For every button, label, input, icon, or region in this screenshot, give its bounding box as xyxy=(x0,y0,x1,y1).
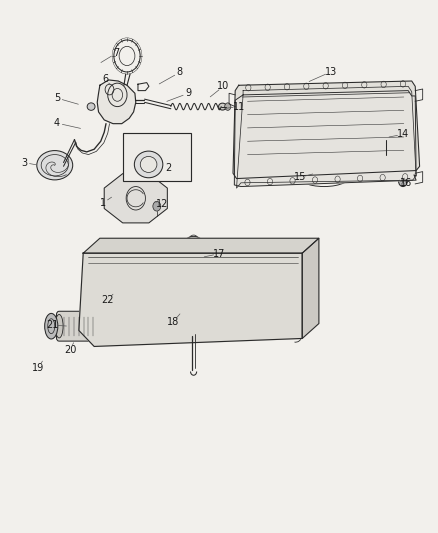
Ellipse shape xyxy=(140,157,157,173)
Circle shape xyxy=(382,134,391,145)
Text: 17: 17 xyxy=(213,249,225,259)
Text: 10: 10 xyxy=(217,82,230,91)
Circle shape xyxy=(153,201,161,211)
Text: 19: 19 xyxy=(32,363,45,373)
Circle shape xyxy=(225,103,231,110)
Text: 2: 2 xyxy=(166,163,172,173)
Ellipse shape xyxy=(45,313,58,339)
Circle shape xyxy=(110,286,125,305)
Text: 21: 21 xyxy=(46,320,59,330)
Text: 3: 3 xyxy=(21,158,27,167)
Ellipse shape xyxy=(55,314,63,338)
Text: 1: 1 xyxy=(100,198,106,208)
Text: 7: 7 xyxy=(113,49,119,58)
Ellipse shape xyxy=(219,103,226,110)
Circle shape xyxy=(104,280,131,312)
Text: 20: 20 xyxy=(64,345,76,354)
Text: 4: 4 xyxy=(54,118,60,128)
Polygon shape xyxy=(104,174,167,223)
Text: 8: 8 xyxy=(177,68,183,77)
Text: 5: 5 xyxy=(54,93,60,103)
Text: 22: 22 xyxy=(101,295,113,305)
Ellipse shape xyxy=(98,315,110,337)
Text: 18: 18 xyxy=(167,317,179,327)
Text: 15: 15 xyxy=(294,173,306,182)
Text: 11: 11 xyxy=(233,102,245,111)
Text: 9: 9 xyxy=(185,88,191,98)
Text: 14: 14 xyxy=(397,130,409,139)
Text: 13: 13 xyxy=(325,67,337,77)
Circle shape xyxy=(399,176,407,187)
Polygon shape xyxy=(97,80,136,124)
Polygon shape xyxy=(234,91,416,187)
Polygon shape xyxy=(83,238,319,253)
Ellipse shape xyxy=(184,237,203,249)
Polygon shape xyxy=(233,81,420,179)
Polygon shape xyxy=(302,238,319,338)
Ellipse shape xyxy=(37,150,73,180)
Text: 16: 16 xyxy=(400,178,412,188)
Ellipse shape xyxy=(180,241,205,258)
Text: 6: 6 xyxy=(102,74,108,84)
Circle shape xyxy=(261,289,298,334)
Polygon shape xyxy=(79,253,302,346)
Bar xyxy=(123,133,191,181)
FancyBboxPatch shape xyxy=(57,311,103,341)
Circle shape xyxy=(268,298,291,326)
Ellipse shape xyxy=(87,103,95,110)
Text: 12: 12 xyxy=(156,199,168,209)
Ellipse shape xyxy=(134,151,163,178)
